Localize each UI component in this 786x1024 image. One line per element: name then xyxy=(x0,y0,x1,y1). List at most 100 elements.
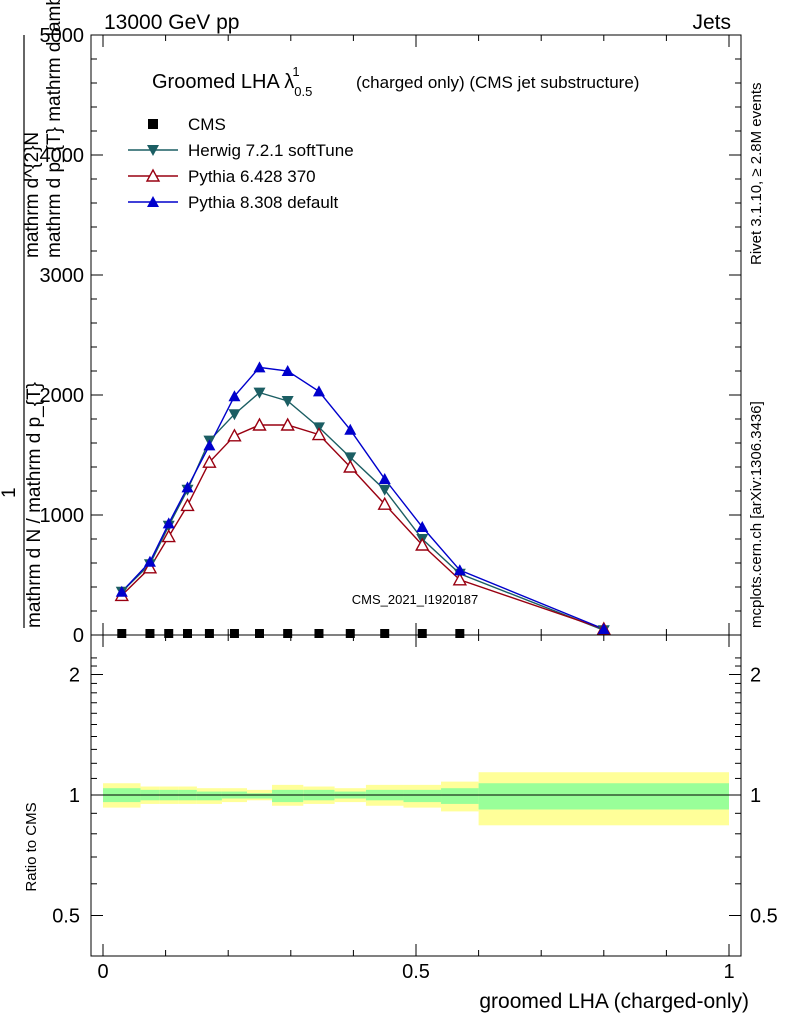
data-point-cms xyxy=(183,629,193,638)
data-point-pythia8 xyxy=(115,585,128,597)
y-tick-label: 4000 xyxy=(40,145,85,167)
data-point-cms xyxy=(345,629,355,638)
main-markers xyxy=(114,361,611,638)
data-point-pythia8 xyxy=(203,439,216,451)
data-point-cms xyxy=(255,629,264,638)
ratio-inner-band xyxy=(196,791,222,801)
data-point-cms xyxy=(229,629,239,638)
data-point-cms xyxy=(145,629,155,638)
data-point-herwig xyxy=(281,396,294,407)
data-point-cms xyxy=(417,629,427,638)
data-point-pythia8 xyxy=(281,365,294,376)
legend-marker-pythia8 xyxy=(147,196,159,207)
x-axis-label: groomed LHA (charged-only) xyxy=(479,990,749,1013)
data-point-cms xyxy=(455,629,465,638)
chart-title: Groomed LHA λ0.5 1 xyxy=(152,64,312,99)
ratio-y-tick-label-right: 1 xyxy=(750,785,761,807)
data-point-pythia8 xyxy=(228,390,241,402)
chart-title-sub: 0.5 xyxy=(294,84,312,99)
ratio-y-tick-label-right: 0.5 xyxy=(750,906,778,928)
data-point-pythia8 xyxy=(453,564,466,576)
ratio-y-tick-label: 0.5 xyxy=(52,906,80,928)
data-point-cms xyxy=(164,629,174,638)
data-point-pythia8 xyxy=(344,423,357,435)
legend-label: CMS xyxy=(188,115,226,134)
ratio-bands xyxy=(103,772,729,826)
data-point-pythia6 xyxy=(252,417,267,431)
legend: CMS Herwig 7.2.1 softTune Pythia 6.428 370… xyxy=(128,115,354,212)
data-point-pythia6 xyxy=(142,560,158,574)
process-label: Jets xyxy=(692,11,731,34)
data-point-pythia8 xyxy=(312,385,325,397)
y-tick-label: 1000 xyxy=(40,505,85,527)
data-point-pythia8 xyxy=(416,521,429,532)
data-point-pythia8 xyxy=(162,517,175,529)
data-point-pythia6 xyxy=(415,537,430,551)
y-tick-label: 3000 xyxy=(40,265,85,287)
data-point-pythia6 xyxy=(202,454,217,468)
analysis-watermark: CMS_2021_I1920187 xyxy=(352,592,479,607)
data-point-pythia8 xyxy=(378,473,391,484)
data-point-cms xyxy=(117,629,127,638)
ratio-inner-band xyxy=(441,788,479,804)
data-point-cms xyxy=(283,629,293,638)
series-line xyxy=(121,366,605,630)
data-point-pythia6 xyxy=(452,572,467,586)
data-point-herwig xyxy=(253,387,266,399)
data-point-pythia6 xyxy=(311,427,327,441)
ratio-axis-ticks: 0.5 0.5 1 1 2 2 0 0.5 1 xyxy=(52,635,778,983)
data-point-pythia6 xyxy=(343,459,358,473)
data-point-herwig xyxy=(228,409,241,421)
data-point-herwig xyxy=(344,452,357,464)
x-tick-label: 0 xyxy=(97,961,108,983)
ratio-inner-band xyxy=(478,783,729,810)
data-point-cms xyxy=(380,629,390,638)
main-axis-ticks: 0 1000 2000 3000 4000 5000 xyxy=(40,25,741,647)
legend-label: Pythia 8.308 default xyxy=(188,193,339,212)
legend-marker-cms xyxy=(148,119,158,129)
ratio-inner-band xyxy=(246,793,273,799)
data-point-pythia6 xyxy=(377,496,392,510)
x-tick-label: 1 xyxy=(723,961,734,983)
y-tick-label: 0 xyxy=(73,625,84,647)
ratio-ylabel: Ratio to CMS xyxy=(23,802,40,891)
rivet-label: Rivet 3.1.10, ≥ 2.8M events xyxy=(748,83,765,266)
mcplots-label: mcplots.cern.ch [arXiv:1306.3436] xyxy=(748,401,765,628)
ratio-inner-band xyxy=(272,789,304,803)
series-line xyxy=(121,424,605,630)
legend-marker-pythia6 xyxy=(145,168,161,182)
data-point-cms xyxy=(204,629,214,638)
ratio-y-tick-label: 1 xyxy=(69,785,80,807)
y-tick-label: 5000 xyxy=(40,25,85,47)
energy-label: 13000 GeV pp xyxy=(104,11,239,34)
data-point-pythia6 xyxy=(161,529,176,543)
series-line xyxy=(121,391,605,631)
ratio-y-tick-label-right: 2 xyxy=(750,665,761,687)
ylabel-prefix-den: mathrm d N / mathrm d p_{T} xyxy=(24,382,45,628)
ylabel-num: mathrm d^{2}N xyxy=(22,132,43,258)
y-tick-label: 2000 xyxy=(40,385,85,407)
legend-marker-herwig xyxy=(147,145,159,156)
data-point-pythia8 xyxy=(143,555,156,567)
chart-title-main: Groomed LHA λ xyxy=(152,71,294,93)
ratio-y-tick-label: 2 xyxy=(69,665,80,687)
data-point-pythia8 xyxy=(181,481,194,493)
ratio-inner-band xyxy=(403,789,442,803)
ratio-panel: 0.5 0.5 1 1 2 2 0 0.5 1 Ratio to CMS groomed LHA… xyxy=(23,634,778,1013)
main-series xyxy=(121,366,605,631)
data-point-cms xyxy=(314,629,324,638)
data-point-pythia6 xyxy=(180,497,195,512)
ylabel-den: mathrm d p_{T} mathrm d lambda xyxy=(44,0,65,258)
data-point-herwig xyxy=(378,484,391,496)
x-tick-label: 0.5 xyxy=(402,961,430,983)
ylabel-prefix-num: 1 xyxy=(0,487,20,498)
chart-title-suffix: (charged only) (CMS jet substructure) xyxy=(356,73,639,92)
legend-label: Pythia 6.428 370 xyxy=(188,167,316,186)
data-point-pythia6 xyxy=(227,428,242,442)
data-point-pythia8 xyxy=(253,361,266,373)
data-point-pythia8 xyxy=(597,623,610,634)
data-point-pythia6 xyxy=(280,417,295,431)
legend-label: Herwig 7.2.1 softTune xyxy=(188,141,354,160)
